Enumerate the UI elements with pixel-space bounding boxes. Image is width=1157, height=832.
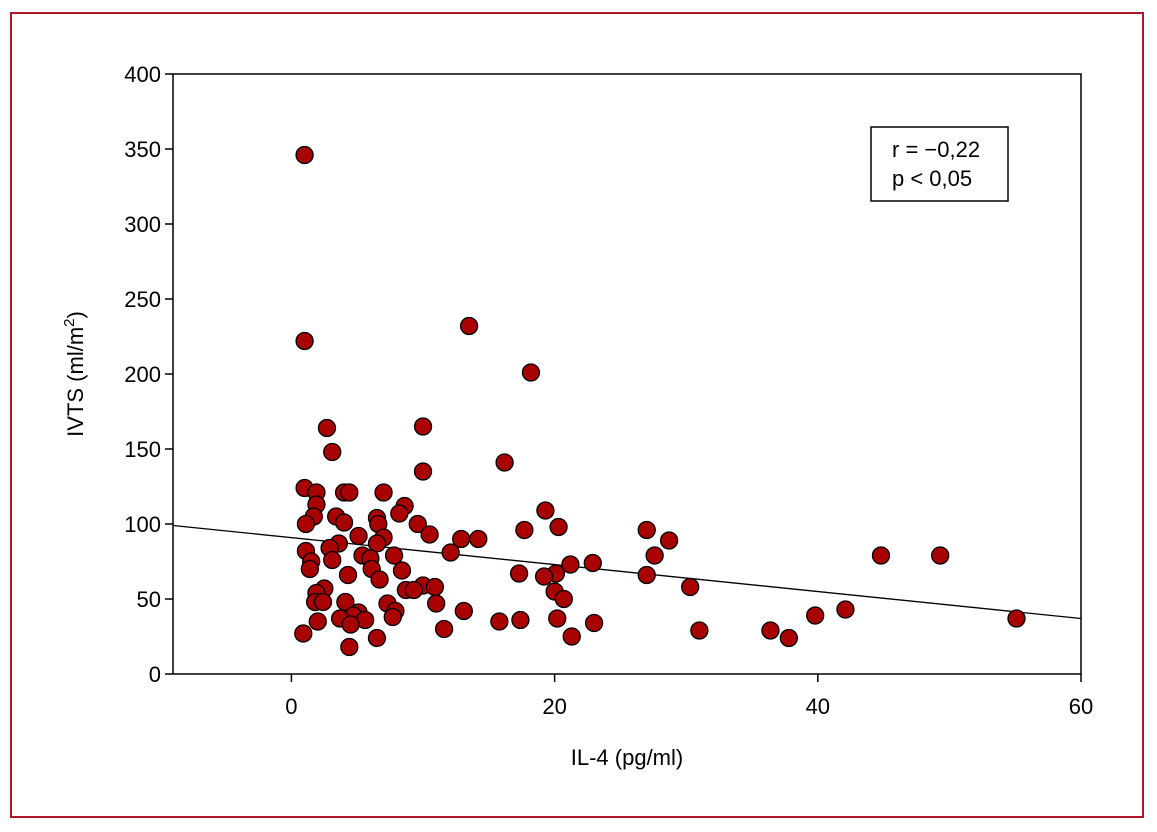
data-point bbox=[454, 601, 473, 621]
data-point bbox=[761, 621, 780, 640]
data-point bbox=[536, 501, 555, 520]
data-point bbox=[806, 606, 825, 625]
data-point bbox=[637, 520, 656, 540]
data-point bbox=[495, 453, 514, 472]
data-point bbox=[441, 543, 460, 562]
data-point bbox=[515, 520, 534, 540]
y-tick-label: 0 bbox=[149, 662, 161, 687]
x-tick-label: 40 bbox=[806, 694, 830, 719]
data-point bbox=[336, 592, 355, 612]
y-tick-label: 250 bbox=[124, 287, 161, 312]
data-point bbox=[294, 624, 313, 643]
annotation-p: p < 0,05 bbox=[892, 166, 972, 191]
data-point bbox=[459, 316, 479, 336]
data-point bbox=[681, 577, 700, 597]
data-point bbox=[562, 627, 581, 646]
data-point bbox=[561, 555, 580, 574]
data-point bbox=[931, 546, 950, 565]
data-point bbox=[871, 546, 891, 565]
data-point bbox=[420, 525, 439, 544]
data-point bbox=[413, 462, 433, 481]
data-point bbox=[490, 612, 509, 631]
data-point bbox=[425, 577, 445, 597]
data-point bbox=[659, 531, 679, 550]
data-point bbox=[836, 600, 855, 619]
data-point bbox=[549, 517, 568, 537]
y-axis-title-close: ) bbox=[63, 311, 88, 318]
y-axis-title: IVTS (ml/m2) bbox=[61, 311, 88, 437]
y-axis-title-main: IVTS (ml/m bbox=[63, 327, 88, 437]
data-point bbox=[583, 553, 602, 573]
data-point bbox=[334, 513, 354, 532]
data-point bbox=[367, 628, 387, 648]
data-point bbox=[338, 565, 358, 585]
figure-frame bbox=[10, 12, 1144, 818]
y-tick-label: 150 bbox=[124, 437, 161, 462]
data-point bbox=[340, 637, 359, 657]
data-point bbox=[383, 607, 402, 627]
data-point bbox=[690, 621, 709, 640]
data-point bbox=[413, 417, 433, 436]
y-tick-label: 50 bbox=[137, 587, 161, 612]
data-point bbox=[296, 514, 316, 534]
data-point bbox=[554, 589, 573, 609]
data-point bbox=[427, 594, 446, 613]
data-point bbox=[295, 145, 314, 165]
data-point bbox=[392, 561, 412, 580]
x-tick-label: 60 bbox=[1069, 694, 1093, 719]
data-point bbox=[300, 559, 320, 579]
data-point bbox=[313, 592, 333, 612]
data-point bbox=[390, 504, 409, 523]
data-point bbox=[408, 514, 427, 534]
data-point bbox=[323, 550, 342, 570]
data-point bbox=[349, 526, 368, 546]
data-point bbox=[779, 628, 799, 648]
data-point bbox=[509, 564, 529, 583]
data-point bbox=[370, 570, 389, 589]
y-tick-label: 300 bbox=[124, 212, 161, 237]
data-point bbox=[637, 565, 656, 585]
y-tick-label: 200 bbox=[124, 362, 161, 387]
x-axis-title: IL-4 (pg/ml) bbox=[571, 745, 683, 770]
data-point bbox=[534, 567, 554, 586]
data-point bbox=[341, 615, 360, 634]
data-point bbox=[1007, 609, 1026, 628]
data-point bbox=[367, 534, 387, 553]
data-point bbox=[645, 546, 664, 565]
data-point bbox=[295, 331, 314, 351]
data-point bbox=[323, 442, 342, 462]
data-point bbox=[308, 612, 327, 631]
data-point bbox=[521, 363, 541, 382]
y-tick-label: 400 bbox=[124, 62, 161, 87]
data-point bbox=[384, 546, 404, 565]
y-axis-title-superscript: 2 bbox=[61, 318, 78, 326]
y-tick-label: 350 bbox=[124, 137, 161, 162]
data-point bbox=[404, 580, 423, 600]
data-point bbox=[434, 619, 454, 639]
annotation-r: r = −0,22 bbox=[892, 137, 980, 162]
data-point bbox=[469, 529, 488, 549]
data-point bbox=[317, 418, 337, 438]
stats-annotation: r = −0,22 p < 0,05 bbox=[870, 126, 1009, 202]
data-point bbox=[548, 609, 567, 628]
x-tick-label: 20 bbox=[542, 694, 566, 719]
data-point bbox=[340, 483, 359, 502]
annotation-box bbox=[870, 126, 1009, 202]
data-point bbox=[511, 610, 530, 630]
y-tick-label: 100 bbox=[124, 512, 161, 537]
x-tick-label: 0 bbox=[285, 694, 297, 719]
data-point bbox=[584, 613, 604, 633]
data-point bbox=[374, 483, 393, 502]
